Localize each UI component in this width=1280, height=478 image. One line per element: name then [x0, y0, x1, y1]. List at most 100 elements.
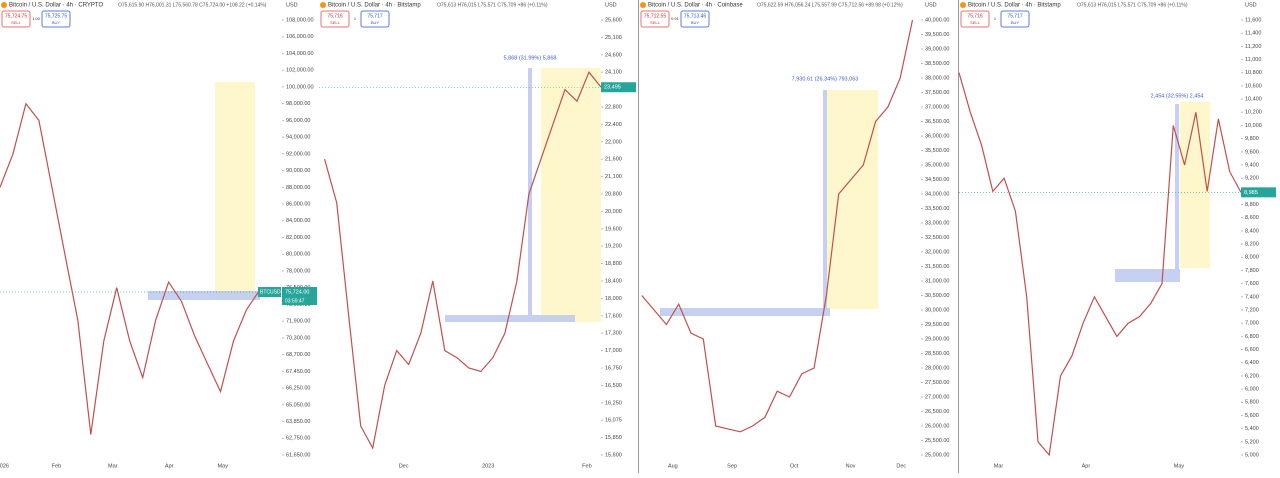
y-tick-label: 35,500.00 — [925, 148, 949, 154]
sell-price: 75,716 — [327, 13, 343, 19]
buy-label: BUY — [52, 20, 61, 25]
symbol-icon — [320, 2, 326, 8]
y-tick-label: 6,800 — [1245, 334, 1259, 340]
ohlc: O75,613 H76,015 L75,571 C75,709 +86 (+0.… — [1077, 2, 1188, 8]
sell-button[interactable] — [1, 10, 31, 28]
buy-button[interactable] — [41, 10, 71, 28]
y-tick-label: 11,400 — [1245, 31, 1261, 37]
y-tick-label: 17,000 — [605, 348, 622, 354]
measure-label: 5,868 (31.99%) 5,868 — [504, 55, 557, 61]
y-tick-label: 65,050.00 — [286, 402, 310, 408]
y-tick-label: 92,000.00 — [286, 151, 310, 157]
y-tick-label: 6,200 — [1245, 373, 1259, 379]
y-tick-label: 108,000.00 — [286, 17, 314, 23]
symbol-icon — [1, 2, 7, 8]
y-tick-label: 88,000.00 — [286, 185, 310, 191]
y-tick-label: 34,500.00 — [925, 177, 949, 183]
buy-button[interactable] — [680, 10, 710, 28]
sell-label: SELL — [650, 20, 661, 25]
symbol: BTCUSD — [260, 289, 281, 295]
price-axis — [921, 0, 958, 473]
x-tick-label: May — [1174, 463, 1185, 469]
buy-label: BUY — [691, 20, 700, 25]
y-tick-label: 39,500.00 — [925, 32, 949, 38]
y-tick-label: 90,000.00 — [286, 168, 310, 174]
y-tick-label: 102,000.00 — [286, 68, 314, 74]
y-tick-label: 5,600 — [1245, 413, 1259, 419]
price-line — [0, 102, 260, 435]
last-price-badge — [601, 82, 636, 93]
sell-button[interactable] — [640, 10, 670, 28]
y-tick-label: 25,500.00 — [925, 438, 949, 444]
price-axis — [601, 0, 638, 473]
y-tick-label: 16,075 — [605, 418, 622, 424]
y-tick-label: 32,500.00 — [925, 235, 949, 241]
sell-button[interactable] — [960, 10, 990, 28]
buy-button[interactable] — [360, 10, 390, 28]
chart-title: Bitcoin / U.S. Dollar · 4h · Bitstamp — [968, 3, 1061, 9]
y-tick-label: 29,000.00 — [925, 336, 949, 342]
y-tick-label: 11,200 — [1245, 44, 1261, 50]
chart-title: Bitcoin / U.S. Dollar · 4h · CRYPTO — [9, 3, 103, 9]
y-tick-label: 29,500.00 — [925, 322, 949, 328]
y-tick-label: 9,200 — [1245, 176, 1259, 182]
y-tick-label: 80,000.00 — [286, 252, 310, 258]
x-tick-label: Nov — [846, 463, 856, 469]
y-tick-label: 8,000 — [1245, 255, 1259, 261]
y-tick-label: 15,850 — [605, 435, 622, 441]
target-zone — [215, 82, 255, 298]
symbol-badge — [258, 287, 281, 298]
y-tick-label: 10,000 — [1245, 123, 1262, 129]
x-tick-label: Mar — [108, 463, 118, 469]
y-tick-label: 27,500.00 — [925, 380, 949, 386]
y-tick-label: 19,200 — [605, 244, 622, 250]
y-tick-label: 106,000.00 — [286, 34, 314, 40]
y-tick-label: 16,750 — [605, 365, 622, 371]
buy-label: BUY — [1011, 20, 1020, 25]
y-tick-label: 16,250 — [605, 400, 622, 406]
y-tick-label: 36,000.00 — [925, 133, 949, 139]
y-tick-label: 38,000.00 — [925, 75, 949, 81]
y-tick-label: 98,000.00 — [286, 101, 310, 107]
y-tick-label: 6,400 — [1245, 360, 1259, 366]
y-tick-label: 6,000 — [1245, 387, 1259, 393]
y-tick-label: 31,500.00 — [925, 264, 949, 270]
price-axis — [282, 0, 319, 473]
y-tick-label: 34,000.00 — [925, 191, 949, 197]
currency: USD — [605, 2, 617, 8]
y-tick-label: 5,400 — [1245, 426, 1259, 432]
y-tick-label: 28,000.00 — [925, 365, 949, 371]
y-tick-label: 8,800 — [1245, 202, 1259, 208]
y-tick-label: 22,800 — [605, 104, 622, 110]
target-zone — [826, 90, 878, 309]
y-tick-label: 18,400 — [605, 278, 622, 284]
buy-button[interactable] — [1000, 10, 1030, 28]
last-price: 8,985 — [1244, 190, 1258, 196]
last-price: 23,495 — [604, 85, 621, 91]
last-price-badge — [282, 287, 317, 298]
x-tick-label: 2023 — [482, 463, 494, 469]
y-tick-label: 32,000.00 — [925, 249, 949, 255]
y-tick-label: 30,500.00 — [925, 293, 949, 299]
y-tick-label: 10,800 — [1245, 70, 1262, 76]
y-tick-label: 33,000.00 — [925, 220, 949, 226]
y-tick-label: 11,000 — [1245, 57, 1261, 63]
sell-label: SELL — [330, 20, 341, 25]
range-bar — [1115, 269, 1180, 282]
y-tick-label: 63,850.00 — [286, 419, 310, 425]
y-tick-label: 26,500.00 — [925, 409, 949, 415]
currency: USD — [286, 2, 298, 8]
y-tick-label: 22,000 — [605, 139, 622, 145]
price-line — [324, 71, 602, 450]
timer: 03:59:47 — [285, 298, 305, 304]
y-tick-label: 86,000.00 — [286, 201, 310, 207]
x-tick-label: May — [218, 463, 229, 469]
y-tick-label: 18,000 — [605, 296, 622, 302]
sell-button[interactable] — [320, 10, 350, 28]
buy-label: BUY — [371, 20, 380, 25]
y-tick-label: 33,500.00 — [925, 206, 949, 212]
measure-bar — [823, 90, 827, 310]
y-tick-label: 17,300 — [605, 331, 622, 337]
x-tick-label: Dec — [896, 463, 906, 469]
